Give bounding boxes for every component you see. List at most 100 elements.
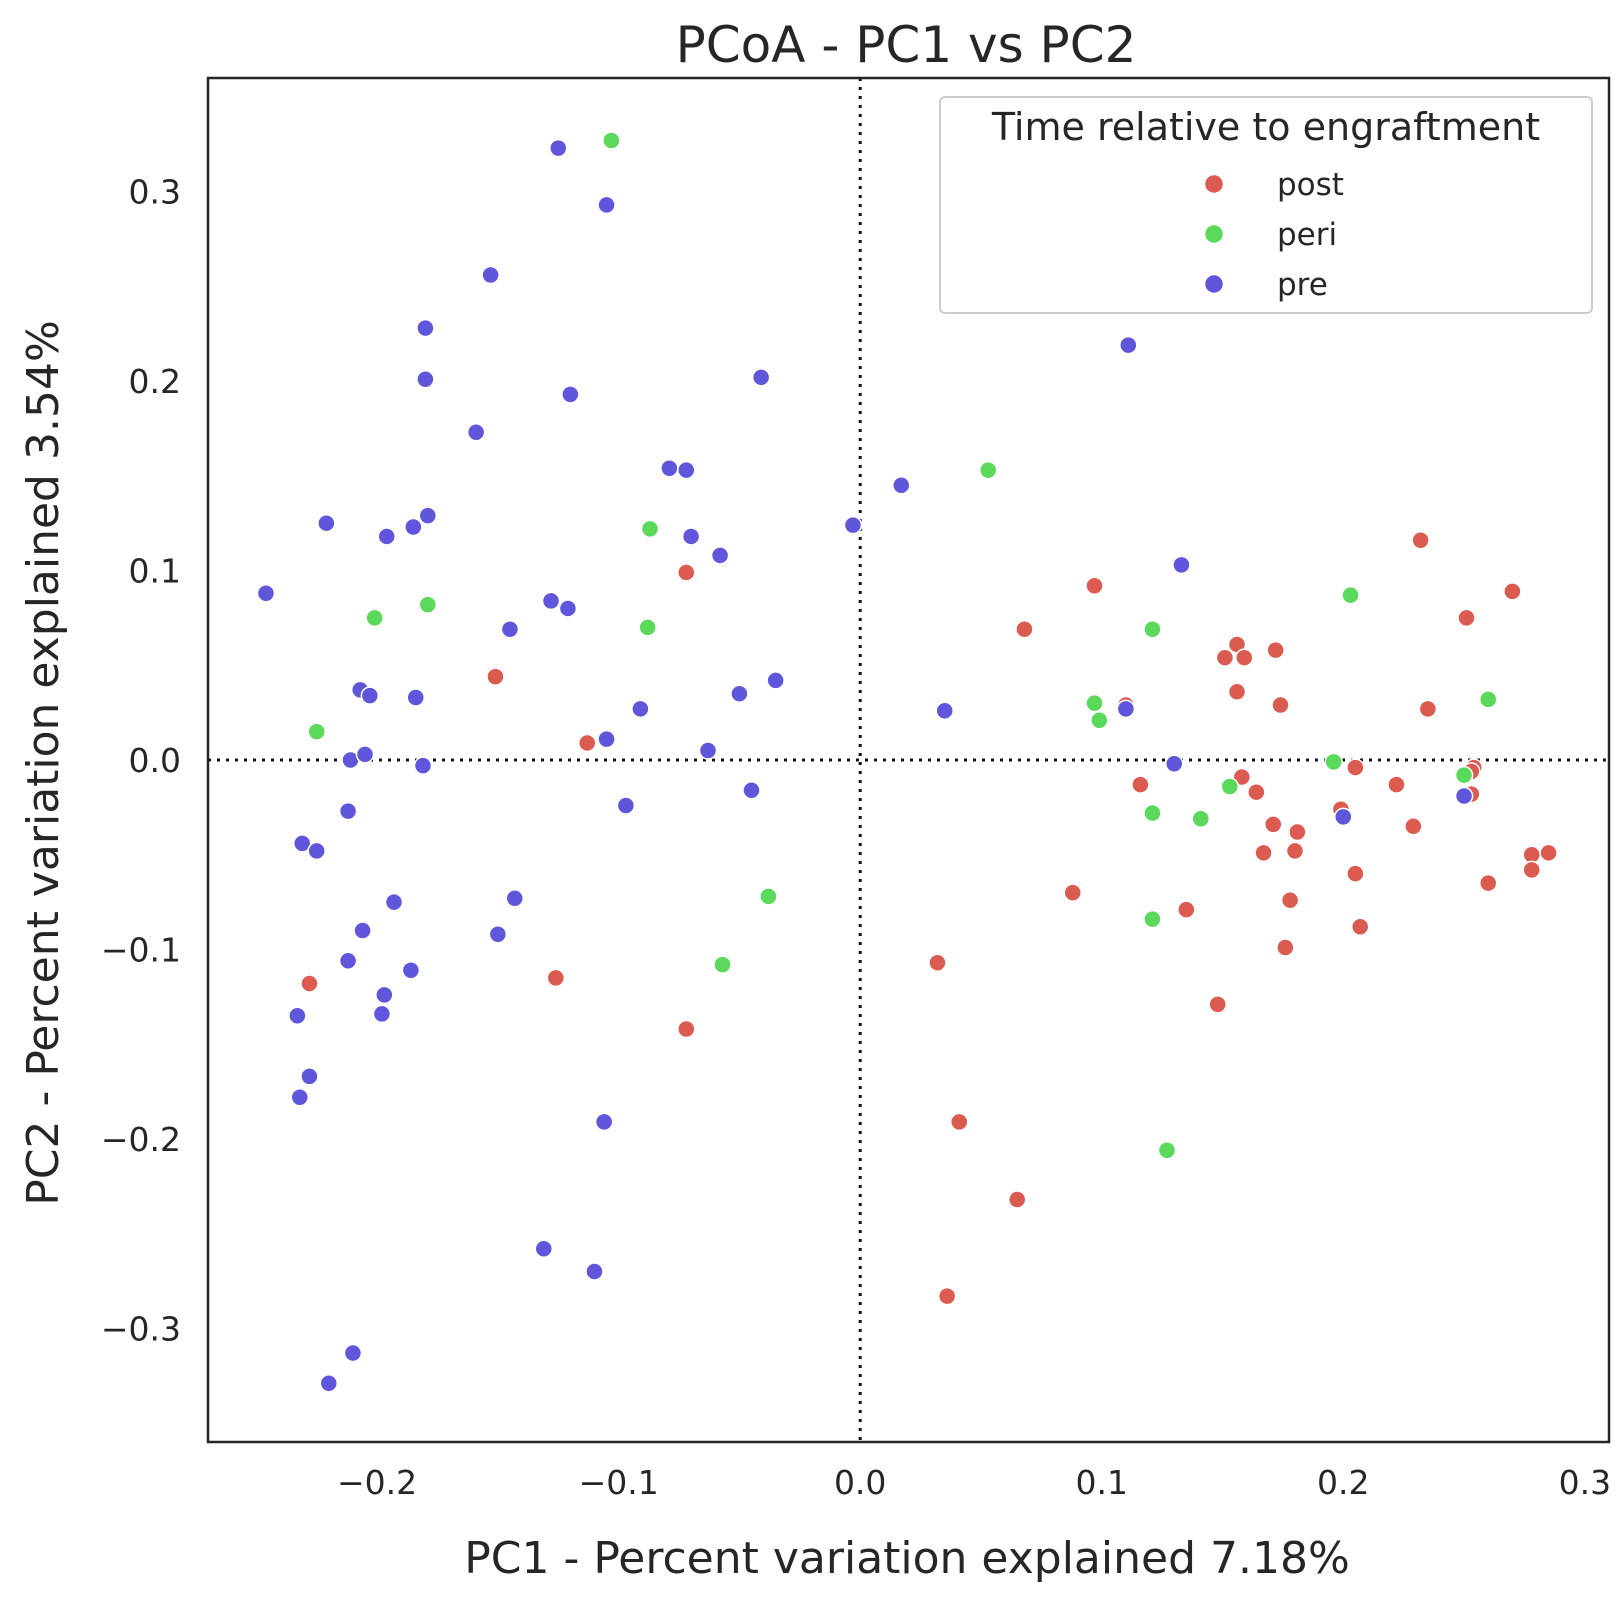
y-tick-label: 0.1 [129, 552, 181, 591]
point-post [1418, 699, 1438, 719]
point-pre [355, 745, 375, 764]
x-tick-label: −0.1 [579, 1463, 659, 1502]
point-peri [365, 608, 384, 628]
series-peri [307, 131, 1498, 1160]
point-post [1346, 758, 1365, 777]
point-pre [319, 1374, 339, 1393]
legend-label-peri: peri [1277, 217, 1337, 253]
point-pre [1119, 335, 1138, 355]
point-post [546, 968, 566, 988]
point-pre [466, 423, 486, 442]
point-pre [360, 686, 380, 705]
x-tick-label: −0.2 [337, 1463, 417, 1502]
x-tick-label: 0.1 [1075, 1463, 1127, 1502]
point-pre [660, 459, 679, 478]
point-peri [602, 131, 621, 150]
point-pre [710, 546, 730, 565]
y-tick-label: 0.0 [129, 741, 181, 780]
y-tick-label: −0.3 [101, 1309, 181, 1348]
point-peri [713, 955, 732, 974]
point-pre [256, 584, 276, 603]
point-post [1522, 860, 1541, 880]
point-post [1254, 843, 1273, 863]
point-pre [338, 951, 358, 971]
y-tick-label: −0.1 [101, 930, 181, 969]
point-peri [1085, 693, 1104, 713]
point-pre [585, 1262, 604, 1281]
point-post [1247, 782, 1266, 802]
x-axis-ticks: −0.2 −0.1 0.0 0.1 0.2 0.3 [337, 1463, 1611, 1502]
point-peri [307, 722, 326, 741]
point-post [1227, 682, 1247, 702]
point-pre [681, 527, 701, 546]
point-post [677, 563, 696, 582]
point-pre [372, 1004, 392, 1024]
point-pre [843, 515, 863, 535]
point-pre [751, 368, 771, 387]
y-tick-label: 0.3 [129, 173, 181, 212]
point-pre [384, 892, 404, 912]
point-post [1288, 822, 1307, 842]
point-post [1215, 648, 1235, 667]
point-pre [343, 1343, 363, 1363]
point-post [1276, 938, 1295, 957]
point-pre [500, 620, 520, 639]
point-post [1235, 648, 1254, 667]
point-pre [935, 701, 954, 720]
series-post [300, 530, 1558, 1306]
point-pre [594, 1112, 614, 1132]
point-pre [1172, 555, 1191, 575]
point-post [486, 667, 505, 686]
x-tick-label: 0.0 [834, 1463, 886, 1502]
point-pre [488, 925, 508, 944]
legend: Time relative to engraftment post peri pre [939, 96, 1593, 314]
point-pre [300, 1067, 319, 1086]
point-peri [1191, 809, 1211, 828]
point-post [928, 953, 947, 972]
point-pre [698, 741, 718, 760]
point-post [1346, 864, 1365, 883]
point-peri [1324, 752, 1343, 772]
plot-area-frame [206, 76, 1611, 1444]
x-tick-label: 0.2 [1317, 1463, 1369, 1502]
point-peri [1478, 690, 1498, 709]
legend-title: Time relative to engraftment [991, 105, 1540, 149]
point-pre [892, 476, 911, 495]
point-pre [481, 265, 500, 285]
point-pre [401, 961, 421, 980]
point-peri [638, 618, 657, 637]
legend-marker-pre [1203, 273, 1225, 295]
point-pre [677, 460, 696, 480]
point-peri [1157, 1141, 1177, 1160]
legend-marker-peri [1203, 223, 1225, 245]
point-post [1350, 917, 1370, 936]
point-post [1085, 576, 1104, 595]
legend-marker-post [1203, 173, 1225, 195]
point-post [949, 1112, 969, 1132]
series-pre [256, 138, 1474, 1393]
y-tick-label: −0.2 [101, 1120, 181, 1159]
point-peri [1090, 710, 1109, 730]
point-peri [418, 595, 438, 614]
point-pre [404, 517, 423, 537]
point-post [1539, 843, 1558, 863]
point-pre [1454, 786, 1474, 806]
point-peri [1220, 777, 1240, 796]
point-pre [534, 1239, 554, 1259]
y-tick-label: 0.2 [129, 362, 181, 401]
point-peri [1341, 585, 1360, 605]
point-pre [766, 671, 785, 690]
point-pre [288, 1006, 307, 1025]
x-axis-label: PC1 - Percent variation explained 7.18% [464, 1533, 1350, 1584]
point-peri [978, 460, 998, 480]
point-post [677, 1019, 696, 1039]
point-post [1271, 695, 1290, 715]
legend-box [939, 96, 1593, 314]
point-peri [1454, 765, 1474, 785]
point-post [1411, 530, 1430, 550]
point-peri [759, 887, 778, 906]
point-post [1503, 582, 1522, 601]
point-pre [561, 385, 580, 404]
reference-lines [208, 78, 1609, 1442]
point-peri [1143, 620, 1162, 639]
